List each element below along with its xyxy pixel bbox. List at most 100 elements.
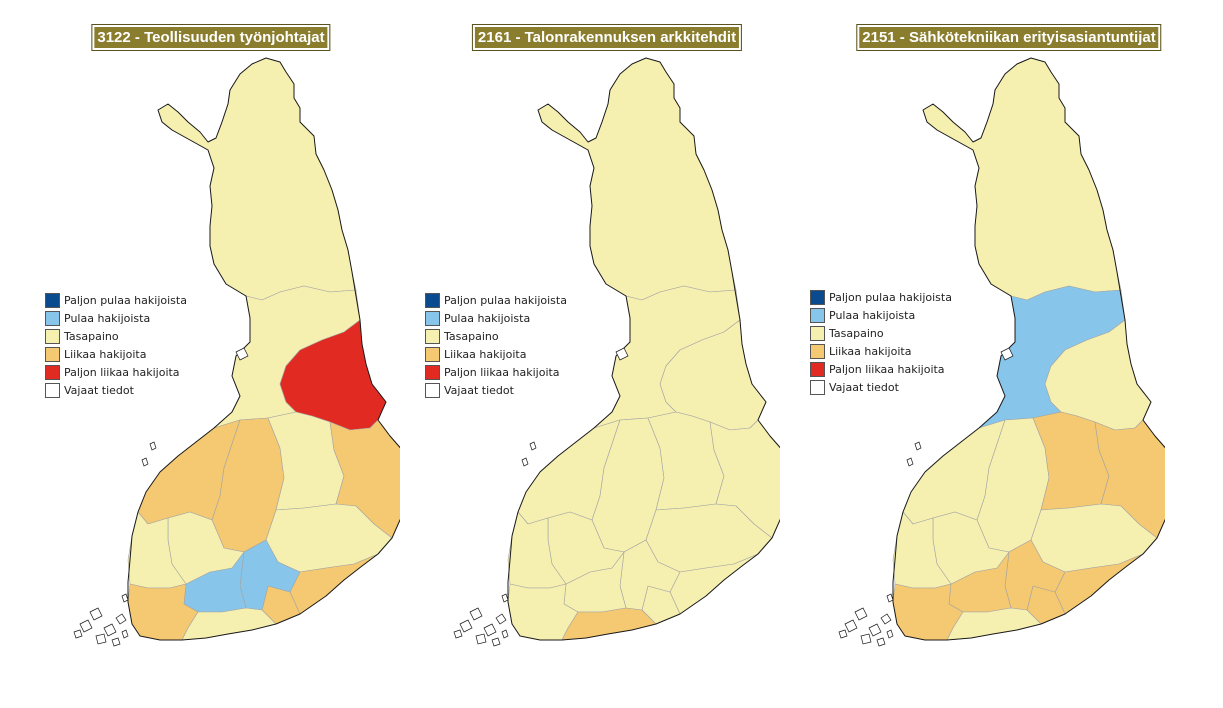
region-north-karelia bbox=[329, 419, 400, 539]
legend-label: Liikaa hakijoita bbox=[444, 347, 527, 361]
island bbox=[868, 623, 882, 637]
legend: Paljon pulaa hakijoista Pulaa hakijoista… bbox=[45, 291, 187, 399]
island bbox=[79, 619, 93, 633]
legend-swatch bbox=[810, 379, 825, 395]
legend-swatch bbox=[45, 382, 60, 398]
legend-item: Liikaa hakijoita bbox=[425, 345, 567, 363]
legend-label: Paljon liikaa hakijoita bbox=[444, 365, 560, 379]
legend-item: Liikaa hakijoita bbox=[45, 345, 187, 363]
legend-swatch bbox=[810, 307, 825, 323]
island bbox=[73, 629, 83, 639]
island bbox=[886, 593, 894, 603]
legend-item: Pulaa hakijoista bbox=[425, 309, 567, 327]
island bbox=[103, 623, 117, 637]
legend-item: Liikaa hakijoita bbox=[810, 342, 952, 360]
region-lapland bbox=[157, 57, 357, 301]
island bbox=[906, 457, 914, 467]
map-panel-1: 3122 - Teollisuuden työnjohtajat Paljon … bbox=[0, 0, 400, 708]
finland-map bbox=[838, 57, 1165, 647]
legend-label: Paljon liikaa hakijoita bbox=[829, 362, 945, 376]
legend-item: Paljon pulaa hakijoista bbox=[425, 291, 567, 309]
island bbox=[860, 633, 872, 645]
legend-label: Liikaa hakijoita bbox=[64, 347, 147, 361]
region-lapland bbox=[922, 57, 1122, 301]
legend: Paljon pulaa hakijoista Pulaa hakijoista… bbox=[810, 288, 952, 396]
legend-label: Liikaa hakijoita bbox=[829, 344, 912, 358]
legend-swatch bbox=[45, 364, 60, 380]
legend-label: Vajaat tiedot bbox=[829, 380, 899, 394]
legend-swatch bbox=[425, 292, 440, 308]
island bbox=[491, 637, 501, 647]
country-outline bbox=[892, 57, 1165, 641]
island bbox=[115, 613, 127, 625]
legend-label: Paljon pulaa hakijoista bbox=[829, 290, 952, 304]
legend-item: Pulaa hakijoista bbox=[45, 309, 187, 327]
island bbox=[95, 633, 107, 645]
island bbox=[459, 619, 473, 633]
island bbox=[844, 619, 858, 633]
legend-swatch bbox=[45, 328, 60, 344]
island bbox=[89, 607, 103, 621]
legend-label: Vajaat tiedot bbox=[64, 383, 134, 397]
legend-item: Paljon pulaa hakijoista bbox=[45, 291, 187, 309]
map-title: 3122 - Teollisuuden työnjohtajat bbox=[91, 24, 331, 51]
legend-label: Tasapaino bbox=[444, 329, 499, 343]
legend-label: Pulaa hakijoista bbox=[829, 308, 916, 322]
legend-swatch bbox=[45, 310, 60, 326]
country-outline bbox=[127, 57, 400, 641]
legend-item: Vajaat tiedot bbox=[425, 381, 567, 399]
island bbox=[141, 457, 149, 467]
island bbox=[838, 629, 848, 639]
region-north-karelia bbox=[709, 419, 780, 539]
island bbox=[121, 629, 129, 639]
country-outline bbox=[507, 57, 780, 641]
legend-label: Pulaa hakijoista bbox=[64, 311, 151, 325]
legend-item: Pulaa hakijoista bbox=[810, 306, 952, 324]
island bbox=[886, 629, 894, 639]
island bbox=[880, 613, 892, 625]
legend-swatch bbox=[425, 328, 440, 344]
region-north-karelia bbox=[1094, 419, 1165, 539]
island bbox=[469, 607, 483, 621]
legend-item: Vajaat tiedot bbox=[45, 381, 187, 399]
map-title: 2161 - Talonrakennuksen arkkitehdit bbox=[471, 24, 743, 51]
legend-swatch bbox=[810, 361, 825, 377]
legend-label: Paljon pulaa hakijoista bbox=[444, 293, 567, 307]
island bbox=[475, 633, 487, 645]
legend-swatch bbox=[810, 289, 825, 305]
legend-swatch bbox=[45, 292, 60, 308]
island bbox=[529, 441, 537, 451]
legend: Paljon pulaa hakijoista Pulaa hakijoista… bbox=[425, 291, 567, 399]
legend-swatch bbox=[425, 346, 440, 362]
legend-label: Pulaa hakijoista bbox=[444, 311, 531, 325]
island bbox=[149, 441, 157, 451]
island bbox=[453, 629, 463, 639]
island bbox=[914, 441, 922, 451]
legend-item: Tasapaino bbox=[45, 327, 187, 345]
island bbox=[111, 637, 121, 647]
legend-item: Tasapaino bbox=[425, 327, 567, 345]
legend-label: Paljon liikaa hakijoita bbox=[64, 365, 180, 379]
legend-label: Vajaat tiedot bbox=[444, 383, 514, 397]
legend-item: Paljon liikaa hakijoita bbox=[45, 363, 187, 381]
island bbox=[501, 629, 509, 639]
legend-item: Vajaat tiedot bbox=[810, 378, 952, 396]
finland-map bbox=[453, 57, 780, 647]
legend-label: Paljon pulaa hakijoista bbox=[64, 293, 187, 307]
legend-swatch bbox=[425, 382, 440, 398]
island bbox=[483, 623, 497, 637]
island bbox=[521, 457, 529, 467]
region-lapland bbox=[537, 57, 737, 301]
legend-swatch bbox=[810, 325, 825, 341]
legend-item: Paljon liikaa hakijoita bbox=[810, 360, 952, 378]
map-title: 2151 - Sähkötekniikan erityisasiantuntij… bbox=[856, 24, 1162, 51]
legend-item: Tasapaino bbox=[810, 324, 952, 342]
island bbox=[121, 593, 129, 603]
finland-map bbox=[73, 57, 400, 647]
island bbox=[876, 637, 886, 647]
map-panel-2: 2161 - Talonrakennuksen arkkitehdit Palj… bbox=[380, 0, 780, 708]
legend-item: Paljon pulaa hakijoista bbox=[810, 288, 952, 306]
island bbox=[501, 593, 509, 603]
island bbox=[1000, 347, 1014, 361]
legend-item: Paljon liikaa hakijoita bbox=[425, 363, 567, 381]
